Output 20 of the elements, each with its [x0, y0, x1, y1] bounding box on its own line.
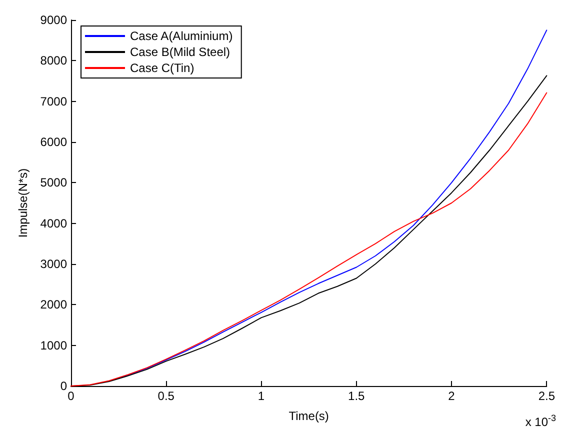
legend-label: Case A(Aluminium) — [130, 29, 233, 43]
y-tick-label: 0 — [60, 379, 68, 393]
y-tick-label: 8000 — [40, 54, 68, 68]
y-tick-label: 1000 — [40, 338, 68, 352]
legend-label: Case B(Mild Steel) — [130, 45, 230, 59]
x-tick-label: 0.5 — [158, 389, 175, 403]
x-axis-title: Time(s) — [288, 409, 329, 423]
y-axis-title: Impulse(N*s) — [16, 168, 30, 238]
y-tick-label: 4000 — [40, 216, 68, 230]
y-tick-label: 2000 — [40, 298, 68, 312]
y-tick-label: 3000 — [40, 257, 68, 271]
y-tick-label: 9000 — [40, 13, 68, 27]
x-tick-label: 2 — [448, 389, 456, 403]
legend-label: Case C(Tin) — [130, 61, 194, 75]
x-tick-label: 2.5 — [538, 389, 556, 403]
y-tick-label: 6000 — [40, 135, 68, 149]
x-tick-label: 1 — [258, 389, 265, 403]
x-tick-label: 1.5 — [348, 389, 366, 403]
y-tick-label: 7000 — [40, 94, 68, 108]
y-tick-label: 5000 — [40, 176, 68, 190]
